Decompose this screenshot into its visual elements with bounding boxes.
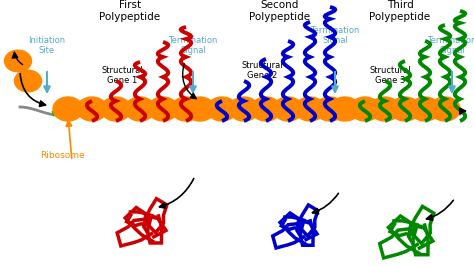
Ellipse shape — [77, 97, 107, 121]
Ellipse shape — [390, 97, 420, 121]
Ellipse shape — [207, 97, 237, 121]
Text: Second
Polypeptide: Second Polypeptide — [249, 0, 310, 22]
Ellipse shape — [53, 97, 83, 121]
Ellipse shape — [171, 97, 201, 121]
Ellipse shape — [15, 70, 42, 92]
Ellipse shape — [350, 97, 380, 121]
Ellipse shape — [229, 97, 259, 121]
Ellipse shape — [410, 97, 440, 121]
Text: Termination
Signal: Termination Signal — [310, 26, 360, 45]
Ellipse shape — [295, 97, 325, 121]
Ellipse shape — [430, 97, 460, 121]
Ellipse shape — [185, 97, 215, 121]
Text: Structural
Gene 1: Structural Gene 1 — [101, 66, 143, 85]
Ellipse shape — [330, 97, 360, 121]
Ellipse shape — [273, 97, 303, 121]
Text: Termination
Signal: Termination Signal — [168, 36, 218, 55]
Text: Structural
Gene 2: Structural Gene 2 — [241, 61, 283, 80]
Ellipse shape — [125, 97, 155, 121]
Text: Ribosome: Ribosome — [40, 152, 85, 160]
Text: First
Polypeptide: First Polypeptide — [100, 0, 161, 22]
Text: Initiation
Site: Initiation Site — [28, 36, 65, 55]
Text: Third
Polypeptide: Third Polypeptide — [369, 0, 430, 22]
Text: Structural
Gene 3: Structural Gene 3 — [369, 66, 411, 85]
Text: Termination
Signal: Termination Signal — [428, 36, 474, 55]
Ellipse shape — [315, 97, 345, 121]
Ellipse shape — [4, 50, 31, 72]
Ellipse shape — [370, 97, 400, 121]
Ellipse shape — [251, 97, 281, 121]
Ellipse shape — [148, 97, 178, 121]
Ellipse shape — [101, 97, 131, 121]
